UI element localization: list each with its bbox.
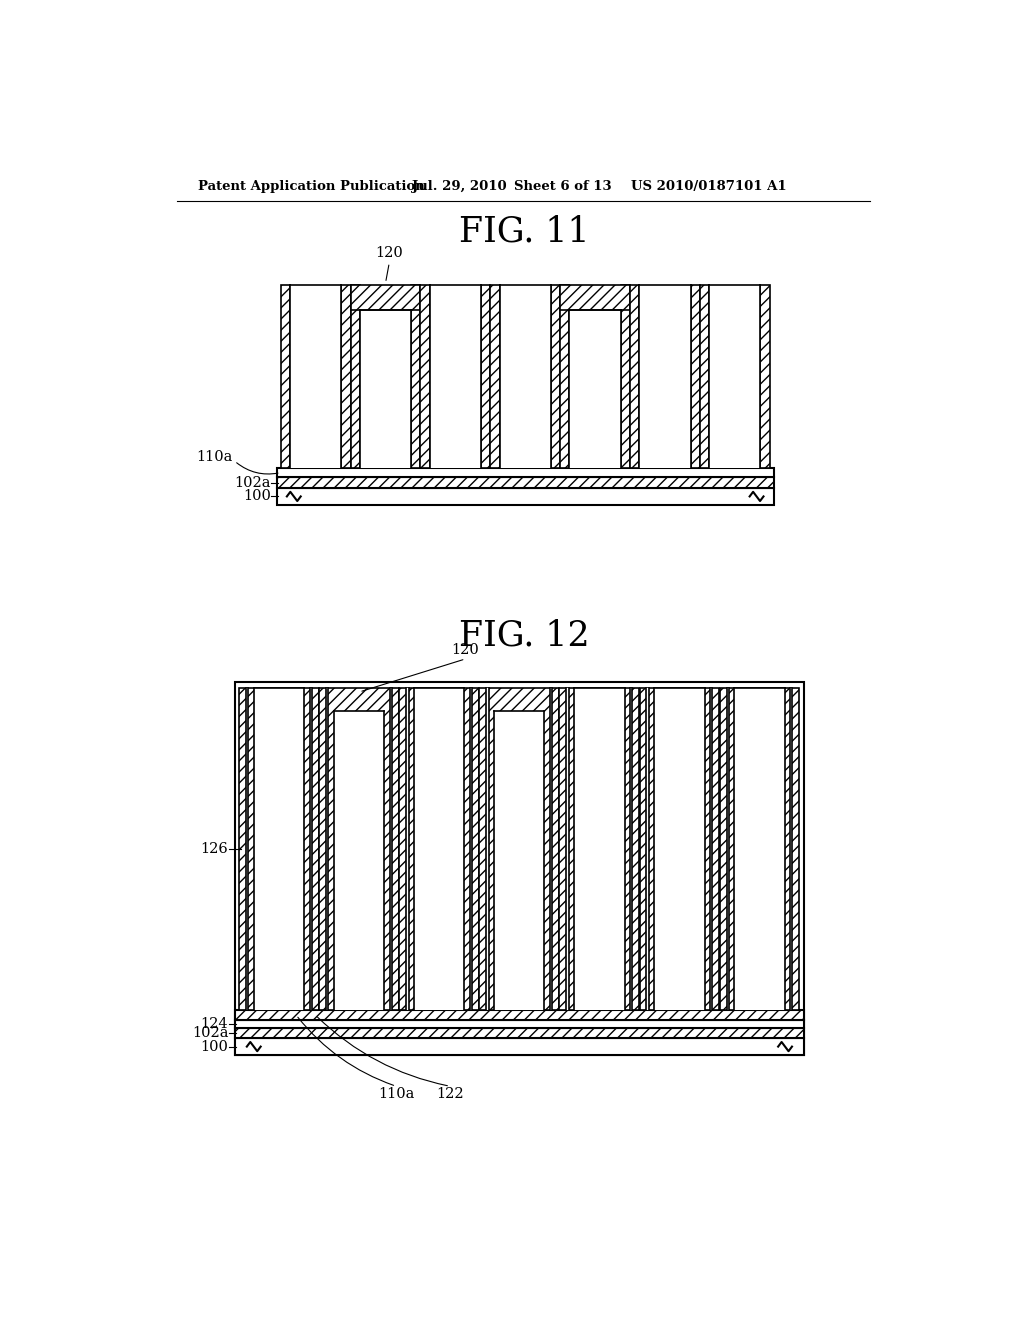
Bar: [481, 285, 490, 469]
Bar: [240, 688, 318, 1010]
Bar: [654, 688, 705, 1010]
Bar: [727, 688, 729, 1010]
Text: 100: 100: [201, 1040, 228, 1053]
Bar: [550, 688, 552, 1010]
Text: FIG. 12: FIG. 12: [460, 619, 590, 653]
Bar: [494, 711, 545, 1010]
Bar: [359, 310, 412, 469]
Bar: [559, 688, 639, 1010]
Bar: [254, 688, 304, 1010]
Bar: [640, 688, 719, 1010]
Text: 126: 126: [201, 842, 228, 857]
Bar: [234, 1038, 804, 1056]
Bar: [234, 1010, 804, 1020]
Bar: [551, 285, 560, 469]
Bar: [319, 688, 399, 1010]
Bar: [341, 285, 350, 469]
Text: 120: 120: [376, 246, 403, 260]
Bar: [574, 688, 625, 1010]
Bar: [246, 688, 249, 1010]
Bar: [407, 688, 409, 1010]
Bar: [276, 478, 773, 488]
Bar: [334, 711, 384, 1010]
Bar: [710, 688, 713, 1010]
Bar: [621, 285, 630, 469]
Bar: [569, 310, 621, 469]
Bar: [720, 688, 800, 1010]
Bar: [350, 285, 421, 310]
Bar: [234, 1020, 804, 1028]
Text: 102a: 102a: [191, 1026, 228, 1040]
Text: US 2010/0187101 A1: US 2010/0187101 A1: [631, 181, 786, 194]
Bar: [699, 285, 709, 469]
Bar: [412, 285, 421, 469]
Text: FIG. 11: FIG. 11: [460, 215, 590, 248]
Bar: [734, 688, 784, 1010]
Bar: [630, 285, 639, 469]
Text: 110a: 110a: [197, 450, 233, 465]
Bar: [490, 285, 500, 469]
Bar: [470, 688, 472, 1010]
Bar: [290, 285, 341, 469]
Text: Patent Application Publication: Patent Application Publication: [199, 181, 425, 194]
Bar: [399, 688, 479, 1010]
Text: Sheet 6 of 13: Sheet 6 of 13: [514, 181, 611, 194]
Bar: [390, 688, 392, 1010]
Text: 102a: 102a: [234, 475, 270, 490]
Text: 110a: 110a: [378, 1086, 415, 1101]
Bar: [350, 285, 359, 469]
Bar: [690, 285, 699, 469]
Bar: [281, 285, 290, 469]
Text: 100: 100: [243, 490, 270, 503]
Text: 122: 122: [436, 1086, 464, 1101]
Bar: [234, 1028, 804, 1038]
Bar: [791, 688, 793, 1010]
Bar: [309, 688, 312, 1010]
Text: Jul. 29, 2010: Jul. 29, 2010: [412, 181, 506, 194]
Bar: [430, 285, 481, 469]
Bar: [560, 285, 569, 469]
Bar: [234, 682, 804, 1056]
Bar: [421, 285, 430, 469]
Bar: [639, 285, 690, 469]
Bar: [486, 688, 488, 1010]
Bar: [566, 688, 568, 1010]
Text: 120: 120: [452, 643, 479, 656]
Text: 124: 124: [201, 1016, 228, 1031]
Bar: [630, 688, 632, 1010]
Bar: [414, 688, 464, 1010]
Bar: [646, 688, 649, 1010]
Bar: [560, 285, 630, 310]
Bar: [276, 488, 773, 506]
Bar: [326, 688, 329, 1010]
Bar: [276, 469, 773, 478]
Bar: [479, 688, 559, 1010]
Bar: [761, 285, 770, 469]
Bar: [709, 285, 761, 469]
Bar: [500, 285, 551, 469]
